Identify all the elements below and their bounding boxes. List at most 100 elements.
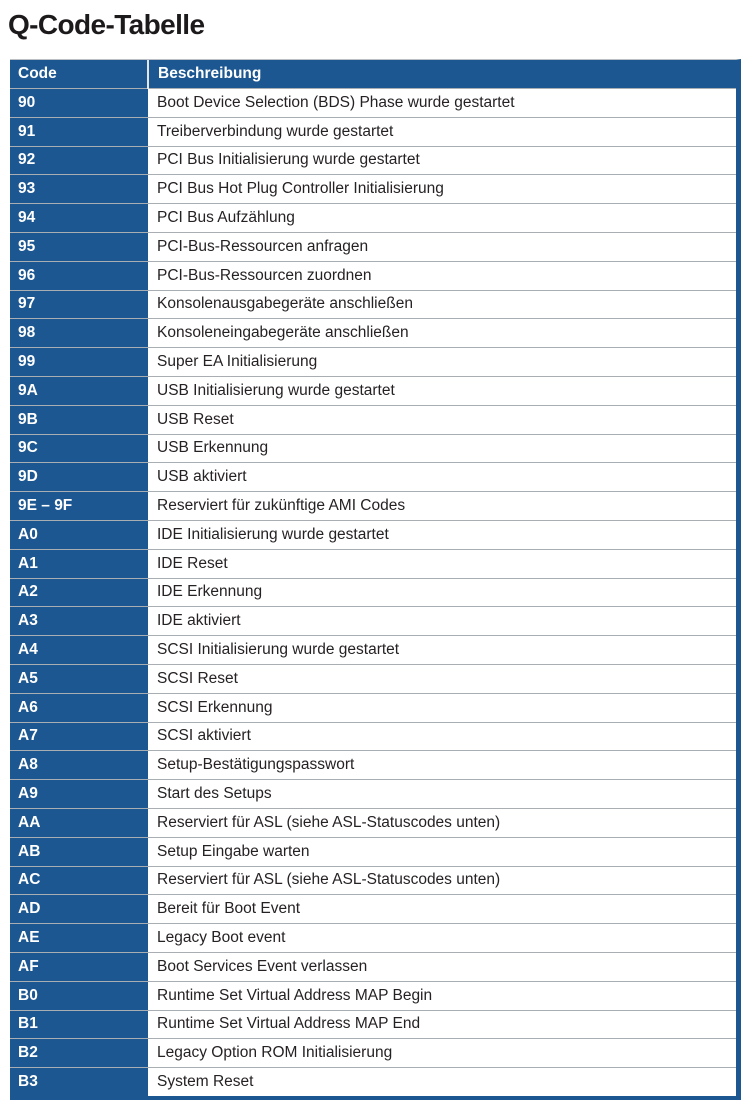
table-row: 9A USB Initialisierung wurde gestartet (10, 375, 736, 406)
description-cell: IDE Erkennung (148, 577, 736, 607)
table-header: Code Beschreibung (10, 60, 736, 89)
description-cell: PCI Bus Aufzählung (148, 203, 736, 233)
qcode-cell: 92 (10, 145, 148, 175)
description-cell: Konsoleneingabegeräte anschließen (148, 318, 736, 348)
description-cell: System Reset (148, 1067, 736, 1097)
table-row: AF Boot Services Event verlassen (10, 951, 736, 982)
description-cell: PCI-Bus-Ressourcen anfragen (148, 231, 736, 262)
qcode-cell: 9D (10, 462, 148, 492)
description-cell: PCI Bus Initialisierung wurde gestartet (148, 145, 736, 175)
qcode-cell: 98 (10, 318, 148, 348)
description-cell: IDE Initialisierung wurde gestartet (148, 519, 736, 550)
qcode-cell: A4 (10, 635, 148, 665)
qcode-cell: A0 (10, 519, 148, 550)
qcode-cell: A6 (10, 692, 148, 723)
column-header-code: Code (10, 60, 149, 89)
description-cell: PCI-Bus-Ressourcen zuordnen (148, 260, 736, 291)
qcode-cell: A5 (10, 663, 148, 694)
qcode-cell: 96 (10, 260, 148, 291)
description-cell: Reserviert für ASL (siehe ASL-Statuscode… (148, 807, 736, 838)
manual-page: Q-Code-Tabelle Code Beschreibung 90 Boot… (0, 9, 745, 1101)
qcode-cell: AC (10, 865, 148, 895)
description-cell: USB Initialisierung wurde gestartet (148, 375, 736, 406)
description-cell: Treiberverbindung wurde gestartet (148, 116, 736, 147)
qcode-cell: AB (10, 836, 148, 867)
description-cell: Super EA Initialisierung (148, 347, 736, 377)
description-cell: Setup-Bestätigungspasswort (148, 750, 736, 780)
table-row: 98 Konsoleneingabegeräte anschließen (10, 318, 736, 348)
qcode-cell: A2 (10, 577, 148, 607)
qcode-cell: A9 (10, 779, 148, 809)
table-row: A2 IDE Erkennung (10, 577, 736, 607)
table-row: 95 PCI-Bus-Ressourcen anfragen (10, 231, 736, 262)
description-cell: Reserviert für zukünftige AMI Codes (148, 491, 736, 521)
qcode-cell: B3 (10, 1067, 148, 1097)
table-row: 97 Konsolenausgabegeräte anschließen (10, 289, 736, 319)
qcode-cell: AE (10, 923, 148, 953)
table-row: AA Reserviert für ASL (siehe ASL-Statusc… (10, 807, 736, 838)
description-cell: USB aktiviert (148, 462, 736, 492)
table-row: 99 Super EA Initialisierung (10, 347, 736, 377)
description-cell: Konsolenausgabegeräte anschließen (148, 289, 736, 319)
table-row: A7 SCSI aktiviert (10, 721, 736, 751)
qcode-cell: A3 (10, 606, 148, 636)
description-cell: Boot Device Selection (BDS) Phase wurde … (148, 88, 736, 118)
table-row: 90 Boot Device Selection (BDS) Phase wur… (10, 88, 736, 118)
qcode-cell: B1 (10, 1009, 148, 1039)
qcode-cell: 90 (10, 88, 148, 118)
table-row: A0 IDE Initialisierung wurde gestartet (10, 519, 736, 550)
description-cell: Runtime Set Virtual Address MAP End (148, 1009, 736, 1039)
qcode-cell: B2 (10, 1038, 148, 1068)
qcode-cell: 91 (10, 116, 148, 147)
qcode-cell: A7 (10, 721, 148, 751)
description-cell: Runtime Set Virtual Address MAP Begin (148, 980, 736, 1010)
table-row: 94 PCI Bus Aufzählung (10, 203, 736, 233)
column-header-beschreibung: Beschreibung (148, 60, 736, 89)
qcode-cell: A8 (10, 750, 148, 780)
description-cell: USB Erkennung (148, 433, 736, 463)
table-row: A4 SCSI Initialisierung wurde gestartet (10, 635, 736, 665)
qcode-cell: A1 (10, 548, 148, 579)
table-row: 9D USB aktiviert (10, 462, 736, 492)
description-cell: Bereit für Boot Event (148, 894, 736, 924)
table-row: A1 IDE Reset (10, 548, 736, 579)
table-row: A5 SCSI Reset (10, 663, 736, 694)
qcode-table: Code Beschreibung 90 Boot Device Selecti… (10, 59, 741, 1101)
table-row: 9E – 9F Reserviert für zukünftige AMI Co… (10, 491, 736, 521)
table-row: A6 SCSI Erkennung (10, 692, 736, 723)
table-body: 90 Boot Device Selection (BDS) Phase wur… (10, 88, 736, 1097)
table-row: 9C USB Erkennung (10, 433, 736, 463)
table-row: B1 Runtime Set Virtual Address MAP End (10, 1009, 736, 1039)
qcode-cell: AA (10, 807, 148, 838)
table-row: B3 System Reset (10, 1067, 736, 1097)
description-cell: USB Reset (148, 404, 736, 435)
qcode-cell: AD (10, 894, 148, 924)
table-row: 93 PCI Bus Hot Plug Controller Initialis… (10, 174, 736, 204)
qcode-cell: 9E – 9F (10, 491, 148, 521)
table-row: B2 Legacy Option ROM Initialisierung (10, 1038, 736, 1068)
table-header-row: Code Beschreibung (10, 60, 736, 89)
qcode-cell: 94 (10, 203, 148, 233)
table-row: 92 PCI Bus Initialisierung wurde gestart… (10, 145, 736, 175)
page-title: Q-Code-Tabelle (8, 9, 205, 40)
qcode-cell: 93 (10, 174, 148, 204)
table-row: 91 Treiberverbindung wurde gestartet (10, 116, 736, 147)
table-row: AE Legacy Boot event (10, 923, 736, 953)
description-cell: Reserviert für ASL (siehe ASL-Statuscode… (148, 865, 736, 895)
qcode-cell: 9C (10, 433, 148, 463)
description-cell: IDE aktiviert (148, 606, 736, 636)
description-cell: Legacy Boot event (148, 923, 736, 953)
qcode-cell: 9B (10, 404, 148, 435)
qcode-cell: 9A (10, 375, 148, 406)
description-cell: Start des Setups (148, 779, 736, 809)
description-cell: SCSI Reset (148, 663, 736, 694)
description-cell: SCSI Erkennung (148, 692, 736, 723)
table-row: 96 PCI-Bus-Ressourcen zuordnen (10, 260, 736, 291)
table-row: B0 Runtime Set Virtual Address MAP Begin (10, 980, 736, 1010)
qcode-cell: 97 (10, 289, 148, 319)
table-row: AB Setup Eingabe warten (10, 836, 736, 867)
qcode-table-grid: Code Beschreibung 90 Boot Device Selecti… (10, 60, 736, 1097)
description-cell: PCI Bus Hot Plug Controller Initialisier… (148, 174, 736, 204)
description-cell: IDE Reset (148, 548, 736, 579)
qcode-cell: AF (10, 951, 148, 982)
